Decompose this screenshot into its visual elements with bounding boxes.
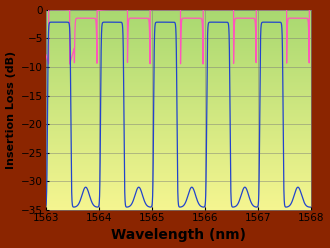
Y-axis label: Insertion Loss (dB): Insertion Loss (dB) — [6, 51, 16, 169]
X-axis label: Wavelength (nm): Wavelength (nm) — [111, 228, 246, 243]
